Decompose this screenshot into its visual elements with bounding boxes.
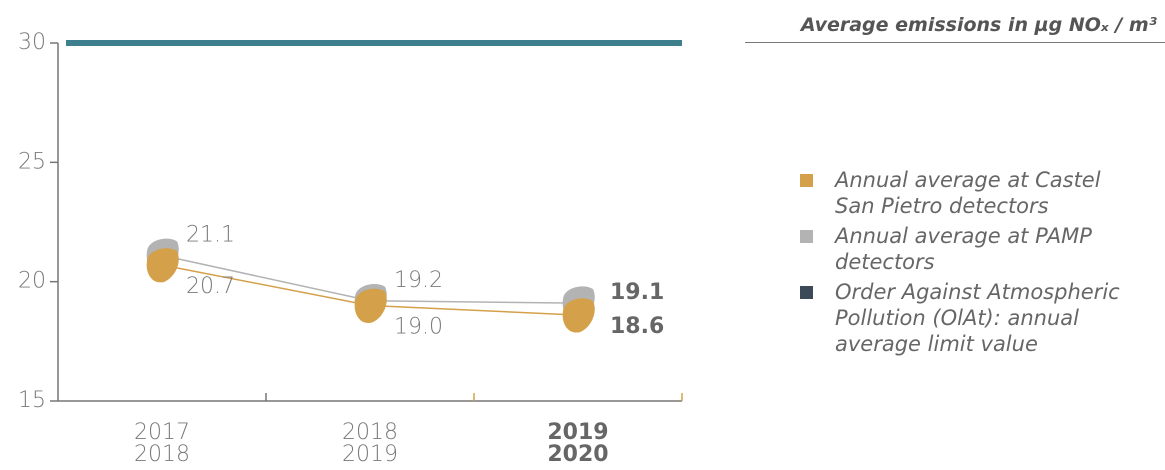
marker [354,288,387,323]
chart-title: Average emissions in µg NOₓ / m³ [800,14,1157,36]
legend-item: Order Against Atmospheric Pollution (OlA… [800,279,1120,357]
value-label: 19.1 [610,280,664,305]
legend-label: Order Against Atmospheric Pollution (OlA… [835,280,1120,356]
title-rule [745,42,1165,43]
legend-swatch [800,230,813,243]
legend: Annual average at Castel San Pietro dete… [800,167,1120,361]
legend-swatch [800,286,813,299]
legend-swatch [800,174,813,187]
value-label: 19.2 [394,268,443,293]
value-label: 20.7 [186,274,235,299]
x-tick-label: 2019 2020 [547,420,608,467]
x-tick-label: 2018 2019 [342,420,398,467]
x-tick-label: 2017 2018 [134,420,190,467]
marker [146,248,179,283]
marker [562,298,595,333]
legend-label: Annual average at PAMP detectors [835,224,1092,274]
value-label: 21.1 [186,222,235,247]
y-tick-label: 30 [18,30,46,55]
value-label: 18.6 [610,314,664,339]
legend-item: Annual average at PAMP detectors [800,223,1120,275]
y-tick-label: 25 [18,149,46,174]
legend-label: Annual average at Castel San Pietro dete… [835,168,1101,218]
legend-item: Annual average at Castel San Pietro dete… [800,167,1120,219]
y-tick-label: 15 [18,388,46,413]
y-tick-label: 20 [18,269,46,294]
value-label: 19.0 [394,315,443,340]
